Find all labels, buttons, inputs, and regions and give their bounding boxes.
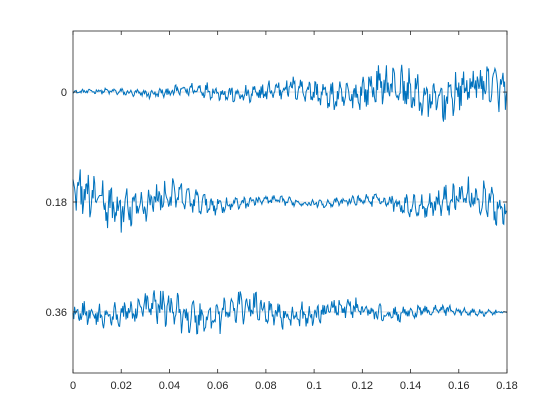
y-axis-ticks: 0 0.18 0.36 xyxy=(46,87,507,319)
x-tick-label-6: 0.12 xyxy=(352,380,373,392)
x-tick-label-8: 0.16 xyxy=(448,380,469,392)
x-tick-label-7: 0.14 xyxy=(400,380,421,392)
x-tick-label-2: 0.04 xyxy=(159,380,180,392)
x-tick-label-0: 0 xyxy=(70,380,76,392)
x-tick-label-5: 0.1 xyxy=(306,380,321,392)
y-tick-label-2: 0.36 xyxy=(46,307,67,319)
series-baselines xyxy=(73,91,507,313)
x-axis-ticks: 0 0.02 0.04 0.06 0.08 0.1 0.12 0.14 0.16 0.18 xyxy=(70,31,518,392)
signal-line-2 xyxy=(72,290,508,335)
signal-line-1 xyxy=(72,169,508,233)
signal-line-0 xyxy=(72,64,508,122)
x-tick-label-3: 0.06 xyxy=(207,380,228,392)
signal-series-group xyxy=(72,64,508,335)
x-tick-label-9: 0.18 xyxy=(496,380,517,392)
x-tick-label-4: 0.08 xyxy=(255,380,276,392)
x-tick-label-1: 0.02 xyxy=(111,380,132,392)
y-tick-label-1: 0.18 xyxy=(46,197,67,209)
y-tick-label-0: 0 xyxy=(61,87,67,99)
